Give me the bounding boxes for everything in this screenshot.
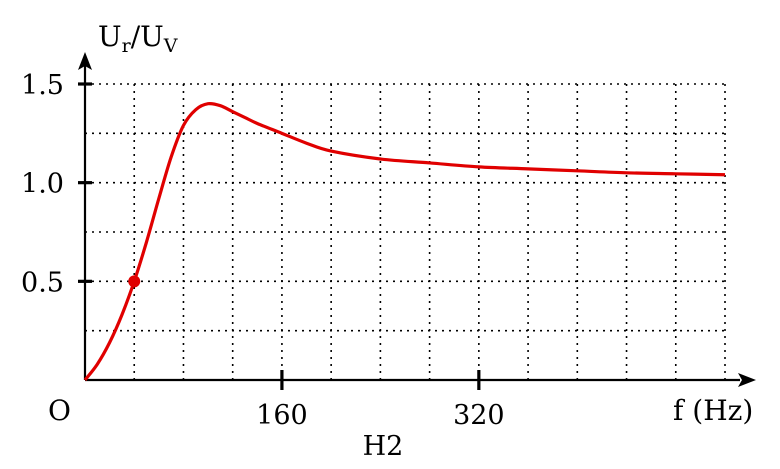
x-axis-arrow (738, 373, 756, 387)
y-axis-title-sep: /U (131, 20, 164, 53)
marked-data-point (128, 275, 141, 288)
y-tick-label: 0.5 (21, 267, 64, 298)
y-axis-arrow (78, 52, 92, 70)
grid (85, 83, 726, 380)
series-layer (83, 101, 726, 381)
origin-label: O (48, 394, 71, 427)
y-axis-title-base: U (98, 20, 122, 53)
y-axis-title-sub1: r (122, 35, 132, 57)
x-tick-label: 160 (256, 400, 308, 431)
series-line (83, 101, 726, 381)
ticks: 160 320 0.5 1.0 1.5 (21, 70, 505, 431)
y-axis-title-sub2: V (163, 35, 178, 57)
y-tick-label: 1.5 (21, 70, 64, 101)
figure-caption: H2 (363, 431, 404, 462)
y-axis-title: Ur/UV (98, 20, 178, 57)
x-tick-label: 320 (453, 400, 505, 431)
y-tick-label: 1.0 (21, 169, 64, 200)
axes (78, 52, 756, 387)
x-axis-title: f (Hz) (673, 394, 753, 427)
